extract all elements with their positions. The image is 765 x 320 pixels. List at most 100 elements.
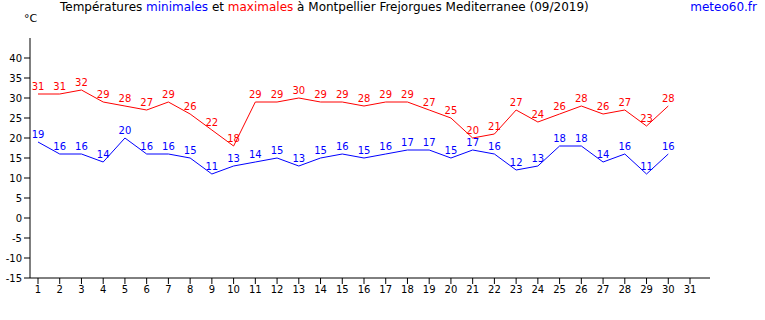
svg-text:28: 28 bbox=[662, 93, 675, 104]
svg-text:13: 13 bbox=[292, 153, 305, 164]
svg-text:2: 2 bbox=[57, 284, 63, 295]
svg-text:18: 18 bbox=[227, 133, 240, 144]
svg-text:7: 7 bbox=[165, 284, 171, 295]
svg-text:19: 19 bbox=[423, 284, 436, 295]
svg-text:14: 14 bbox=[314, 284, 327, 295]
svg-text:27: 27 bbox=[597, 284, 610, 295]
svg-text:18: 18 bbox=[553, 133, 566, 144]
svg-text:19: 19 bbox=[32, 129, 45, 140]
svg-text:29: 29 bbox=[336, 89, 349, 100]
svg-text:15: 15 bbox=[336, 284, 349, 295]
svg-text:29: 29 bbox=[249, 89, 262, 100]
svg-text:24: 24 bbox=[531, 109, 544, 120]
svg-text:26: 26 bbox=[575, 284, 588, 295]
svg-text:28: 28 bbox=[575, 93, 588, 104]
svg-text:21: 21 bbox=[466, 284, 479, 295]
svg-text:1: 1 bbox=[35, 284, 41, 295]
svg-text:5: 5 bbox=[16, 193, 22, 204]
svg-text:25: 25 bbox=[553, 284, 566, 295]
svg-text:15: 15 bbox=[314, 145, 327, 156]
svg-text:9: 9 bbox=[209, 284, 215, 295]
svg-text:-5: -5 bbox=[12, 233, 22, 244]
svg-text:30: 30 bbox=[292, 85, 305, 96]
svg-text:17: 17 bbox=[401, 137, 414, 148]
svg-text:25: 25 bbox=[445, 105, 458, 116]
svg-text:30: 30 bbox=[9, 93, 22, 104]
svg-text:-10: -10 bbox=[8, 253, 22, 264]
svg-text:12: 12 bbox=[271, 284, 284, 295]
svg-text:15: 15 bbox=[9, 153, 22, 164]
svg-text:20: 20 bbox=[119, 125, 132, 136]
svg-text:28: 28 bbox=[618, 284, 631, 295]
svg-text:29: 29 bbox=[271, 89, 284, 100]
svg-text:18: 18 bbox=[401, 284, 414, 295]
svg-text:29: 29 bbox=[640, 284, 653, 295]
svg-text:26: 26 bbox=[553, 101, 566, 112]
svg-text:16: 16 bbox=[488, 141, 501, 152]
svg-text:22: 22 bbox=[205, 117, 218, 128]
svg-text:28: 28 bbox=[119, 93, 132, 104]
svg-text:3: 3 bbox=[78, 284, 84, 295]
svg-text:32: 32 bbox=[75, 77, 88, 88]
svg-text:15: 15 bbox=[184, 145, 197, 156]
svg-text:10: 10 bbox=[227, 284, 240, 295]
svg-text:24: 24 bbox=[531, 284, 544, 295]
svg-text:16: 16 bbox=[140, 141, 153, 152]
svg-text:29: 29 bbox=[97, 89, 110, 100]
svg-text:25: 25 bbox=[9, 113, 22, 124]
svg-text:16: 16 bbox=[618, 141, 631, 152]
svg-text:8: 8 bbox=[187, 284, 193, 295]
svg-text:11: 11 bbox=[205, 161, 218, 172]
svg-text:16: 16 bbox=[53, 141, 66, 152]
svg-text:29: 29 bbox=[401, 89, 414, 100]
svg-text:11: 11 bbox=[640, 161, 653, 172]
svg-text:4: 4 bbox=[100, 284, 106, 295]
svg-text:17: 17 bbox=[466, 137, 479, 148]
svg-text:23: 23 bbox=[640, 113, 653, 124]
svg-text:13: 13 bbox=[531, 153, 544, 164]
svg-text:17: 17 bbox=[379, 284, 392, 295]
svg-text:15: 15 bbox=[271, 145, 284, 156]
svg-text:31: 31 bbox=[684, 284, 697, 295]
svg-text:10: 10 bbox=[9, 173, 22, 184]
svg-text:27: 27 bbox=[618, 97, 631, 108]
svg-text:28: 28 bbox=[358, 93, 371, 104]
svg-text:16: 16 bbox=[358, 284, 371, 295]
svg-text:17: 17 bbox=[423, 137, 436, 148]
svg-text:16: 16 bbox=[379, 141, 392, 152]
svg-text:26: 26 bbox=[184, 101, 197, 112]
svg-text:26: 26 bbox=[597, 101, 610, 112]
svg-text:23: 23 bbox=[510, 284, 523, 295]
svg-text:16: 16 bbox=[162, 141, 175, 152]
svg-text:29: 29 bbox=[379, 89, 392, 100]
svg-text:20: 20 bbox=[445, 284, 458, 295]
svg-text:27: 27 bbox=[510, 97, 523, 108]
svg-text:14: 14 bbox=[97, 149, 110, 160]
svg-text:11: 11 bbox=[249, 284, 262, 295]
svg-text:18: 18 bbox=[575, 133, 588, 144]
svg-text:27: 27 bbox=[140, 97, 153, 108]
svg-text:29: 29 bbox=[162, 89, 175, 100]
svg-text:-15: -15 bbox=[8, 273, 22, 284]
svg-text:22: 22 bbox=[488, 284, 501, 295]
svg-text:40: 40 bbox=[9, 53, 22, 64]
svg-text:5: 5 bbox=[122, 284, 128, 295]
svg-text:31: 31 bbox=[32, 81, 45, 92]
svg-text:16: 16 bbox=[75, 141, 88, 152]
svg-text:13: 13 bbox=[227, 153, 240, 164]
svg-text:13: 13 bbox=[292, 284, 305, 295]
svg-text:14: 14 bbox=[597, 149, 610, 160]
svg-text:0: 0 bbox=[16, 213, 22, 224]
svg-text:16: 16 bbox=[336, 141, 349, 152]
svg-text:20: 20 bbox=[9, 133, 22, 144]
svg-text:6: 6 bbox=[143, 284, 149, 295]
svg-text:27: 27 bbox=[423, 97, 436, 108]
svg-text:12: 12 bbox=[510, 157, 523, 168]
svg-text:16: 16 bbox=[662, 141, 675, 152]
svg-text:15: 15 bbox=[445, 145, 458, 156]
svg-text:20: 20 bbox=[466, 125, 479, 136]
svg-text:31: 31 bbox=[53, 81, 66, 92]
svg-text:30: 30 bbox=[662, 284, 675, 295]
svg-text:29: 29 bbox=[314, 89, 327, 100]
svg-text:35: 35 bbox=[9, 73, 22, 84]
